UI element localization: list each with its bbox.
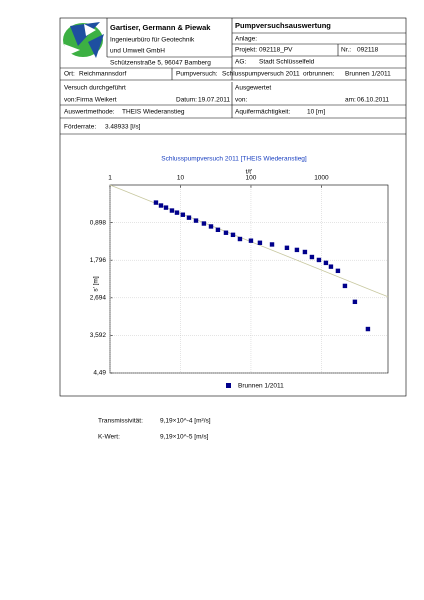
value: 19.07.2011 bbox=[198, 97, 230, 104]
data-point bbox=[153, 200, 159, 205]
y-tick-label: 2,694 bbox=[90, 295, 107, 302]
company-line: Ingenieurbüro für Geotechnik bbox=[110, 37, 195, 44]
value: von:Firma Weikert bbox=[64, 97, 117, 104]
value: THEIS Wiederanstieg bbox=[122, 109, 185, 116]
label: Pumpversuch: bbox=[176, 71, 218, 78]
data-point bbox=[193, 218, 199, 223]
label: Ort: bbox=[64, 71, 75, 78]
label: Versuch durchgeführt bbox=[64, 85, 126, 92]
x-tick-label: 100 bbox=[246, 175, 257, 182]
legend-label: Brunnen 1/2011 bbox=[238, 383, 284, 390]
data-point bbox=[186, 215, 192, 220]
label: Förderrate: bbox=[64, 124, 96, 131]
address: Schützenstraße 5, 96047 Bamberg bbox=[110, 60, 211, 67]
data-point bbox=[309, 254, 315, 260]
label: Transmissivität: bbox=[98, 418, 143, 425]
value: Brunnen 1/2011 bbox=[345, 71, 391, 78]
data-point bbox=[237, 236, 243, 242]
data-point bbox=[269, 242, 275, 247]
label: Nr.: bbox=[341, 47, 351, 54]
label: orbrunnen: bbox=[303, 71, 335, 78]
y-tick-label: 3,592 bbox=[90, 332, 107, 339]
value: Reichmannsdorf bbox=[79, 71, 127, 78]
data-point bbox=[169, 208, 175, 213]
value: 10 [m] bbox=[307, 109, 325, 116]
value: Stadt Schlüsselfeld bbox=[259, 59, 315, 66]
data-point bbox=[201, 221, 207, 226]
form-frame bbox=[59, 17, 407, 397]
x-tick-label: 1000 bbox=[314, 175, 329, 182]
data-point bbox=[158, 203, 164, 208]
data-point bbox=[257, 240, 263, 245]
data-point bbox=[335, 268, 341, 274]
data-point bbox=[230, 232, 236, 238]
plot-frame bbox=[109, 184, 389, 374]
data-point bbox=[180, 212, 186, 217]
chart-title: Schlusspumpversuch 2011 [THEIS Wiederans… bbox=[161, 156, 307, 163]
label: AG: bbox=[235, 59, 246, 66]
data-point bbox=[223, 230, 229, 235]
chart: Schlusspumpversuch 2011 [THEIS Wiederans… bbox=[90, 156, 389, 390]
legend-swatch bbox=[226, 383, 231, 388]
x-tick-label: 10 bbox=[177, 175, 185, 182]
y-axis-label: s' [m] bbox=[93, 276, 100, 292]
data-point bbox=[174, 210, 180, 215]
value: 9,19×10^-4 [m²/s] bbox=[160, 418, 211, 425]
label: am: bbox=[345, 97, 356, 104]
data-point bbox=[208, 224, 214, 229]
data-point bbox=[284, 245, 290, 251]
value: 3.48933 [l/s] bbox=[105, 124, 141, 131]
value: 092118_PV bbox=[259, 47, 293, 54]
data-point bbox=[328, 264, 334, 269]
label: von: bbox=[235, 97, 247, 104]
label: Ausgewertet bbox=[235, 85, 271, 92]
value: Schlusspumpversuch 2011 bbox=[222, 71, 300, 78]
logo bbox=[63, 22, 104, 58]
doc-title: Pumpversuchsauswertung bbox=[235, 21, 331, 30]
data-point bbox=[302, 249, 308, 255]
label: Auswertmethode: bbox=[64, 109, 115, 116]
data-point bbox=[352, 299, 358, 305]
value: 06.10.2011 bbox=[357, 97, 389, 104]
label: Projekt: bbox=[235, 47, 257, 54]
data-point bbox=[248, 238, 254, 243]
value: 092118 bbox=[357, 47, 379, 54]
label: Datum: bbox=[176, 97, 197, 104]
label: Anlage: bbox=[235, 36, 257, 43]
data-point bbox=[215, 227, 221, 233]
label: Aquifermächtigkeit: bbox=[235, 109, 290, 116]
y-tick-label: 0,898 bbox=[90, 219, 107, 226]
data-point bbox=[294, 247, 300, 253]
x-axis-label: t/t' bbox=[246, 169, 253, 176]
company: Gartiser, Germann & Piewak bbox=[110, 23, 211, 32]
x-tick-label: 1 bbox=[108, 175, 112, 182]
y-tick-label: 4,49 bbox=[93, 370, 106, 377]
data-point bbox=[365, 326, 371, 332]
company-line: und Umwelt GmbH bbox=[110, 48, 165, 55]
data-point bbox=[163, 205, 169, 210]
y-tick-label: 1,796 bbox=[90, 257, 107, 264]
data-point bbox=[323, 260, 329, 266]
label: K-Wert: bbox=[98, 434, 120, 441]
data-point bbox=[342, 283, 348, 289]
value: 9,19×10^-5 [m/s] bbox=[160, 434, 209, 441]
data-point bbox=[316, 257, 322, 263]
